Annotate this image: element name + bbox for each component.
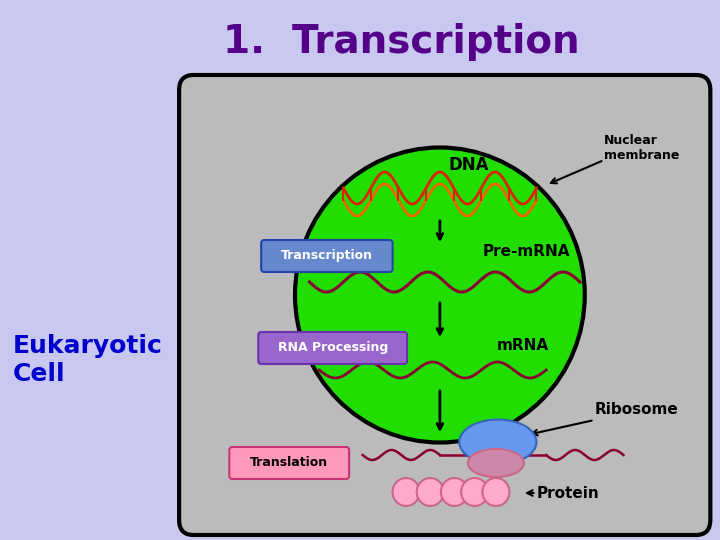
Circle shape [441, 478, 468, 506]
Text: Protein: Protein [536, 485, 599, 501]
FancyBboxPatch shape [258, 332, 407, 364]
Text: Eukaryotic
Cell: Eukaryotic Cell [12, 334, 162, 386]
Ellipse shape [295, 147, 585, 442]
Circle shape [461, 478, 488, 506]
Text: 1.  Transcription: 1. Transcription [223, 23, 580, 61]
Text: mRNA: mRNA [497, 338, 549, 353]
FancyBboxPatch shape [179, 75, 711, 535]
Text: Nuclear
membrane: Nuclear membrane [604, 134, 680, 162]
Text: DNA: DNA [449, 156, 489, 174]
Text: Translation: Translation [250, 456, 328, 469]
Text: Pre-mRNA: Pre-mRNA [483, 245, 570, 260]
Circle shape [392, 478, 420, 506]
Text: Ribosome: Ribosome [595, 402, 678, 417]
Circle shape [417, 478, 444, 506]
FancyBboxPatch shape [230, 447, 349, 479]
Text: RNA Processing: RNA Processing [277, 341, 388, 354]
Ellipse shape [468, 449, 524, 477]
Ellipse shape [459, 420, 536, 464]
Circle shape [482, 478, 510, 506]
FancyBboxPatch shape [261, 240, 392, 272]
Text: Transcription: Transcription [281, 249, 373, 262]
